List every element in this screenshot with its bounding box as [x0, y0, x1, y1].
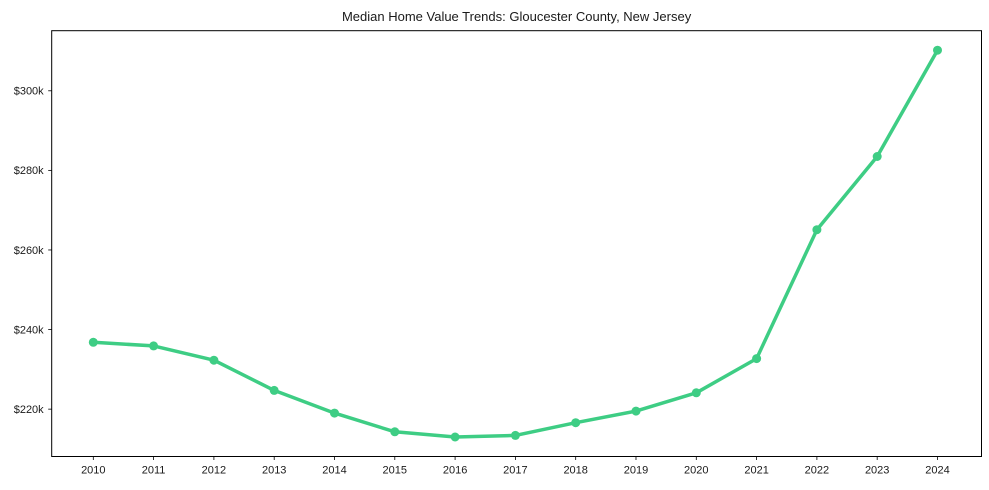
data-point-2020	[691, 388, 701, 398]
trend-line	[91, 48, 940, 439]
x-tick-label: 2023	[865, 465, 889, 477]
x-tick-label: 2024	[925, 465, 949, 477]
x-tick-label: 2019	[624, 465, 648, 477]
x-tick-label: 2021	[744, 465, 768, 477]
y-tick-label: $260k	[14, 245, 44, 257]
data-point-2017	[510, 430, 520, 440]
data-point-2012	[209, 355, 219, 365]
data-point-2022	[812, 225, 822, 235]
data-point-2021	[752, 354, 762, 364]
x-tick-label: 2017	[503, 465, 527, 477]
x-tick-label: 2010	[81, 465, 105, 477]
data-point-2014	[330, 408, 339, 418]
data-point-2015	[390, 427, 400, 437]
x-tick-label: 2013	[262, 465, 286, 477]
y-tick-label: $280k	[14, 165, 44, 177]
data-point-2018	[571, 418, 581, 428]
x-tick-label: 2016	[443, 465, 467, 477]
y-tick-label: $220k	[14, 404, 44, 416]
x-tick-label: 2012	[202, 465, 226, 477]
x-tick-label: 2015	[383, 465, 407, 477]
x-tick-label: 2011	[142, 465, 166, 477]
y-tick-label: $300k	[14, 86, 44, 98]
data-point-2024	[933, 45, 942, 55]
x-tick-label: 2020	[684, 465, 708, 477]
data-point-2011	[149, 341, 159, 351]
data-point-2013	[269, 385, 279, 395]
data-point-2019	[631, 406, 641, 416]
data-point-2010	[88, 337, 98, 347]
x-tick-label: 2014	[322, 465, 346, 477]
data-point-2023	[872, 152, 882, 161]
y-tick-label: $240k	[14, 324, 44, 336]
x-tick-label: 2022	[805, 465, 829, 477]
chart-title: Median Home Value Trends: Gloucester Cou…	[342, 9, 692, 24]
data-point-2016	[450, 432, 460, 442]
x-tick-label: 2018	[563, 465, 587, 477]
plot-border	[51, 30, 982, 457]
